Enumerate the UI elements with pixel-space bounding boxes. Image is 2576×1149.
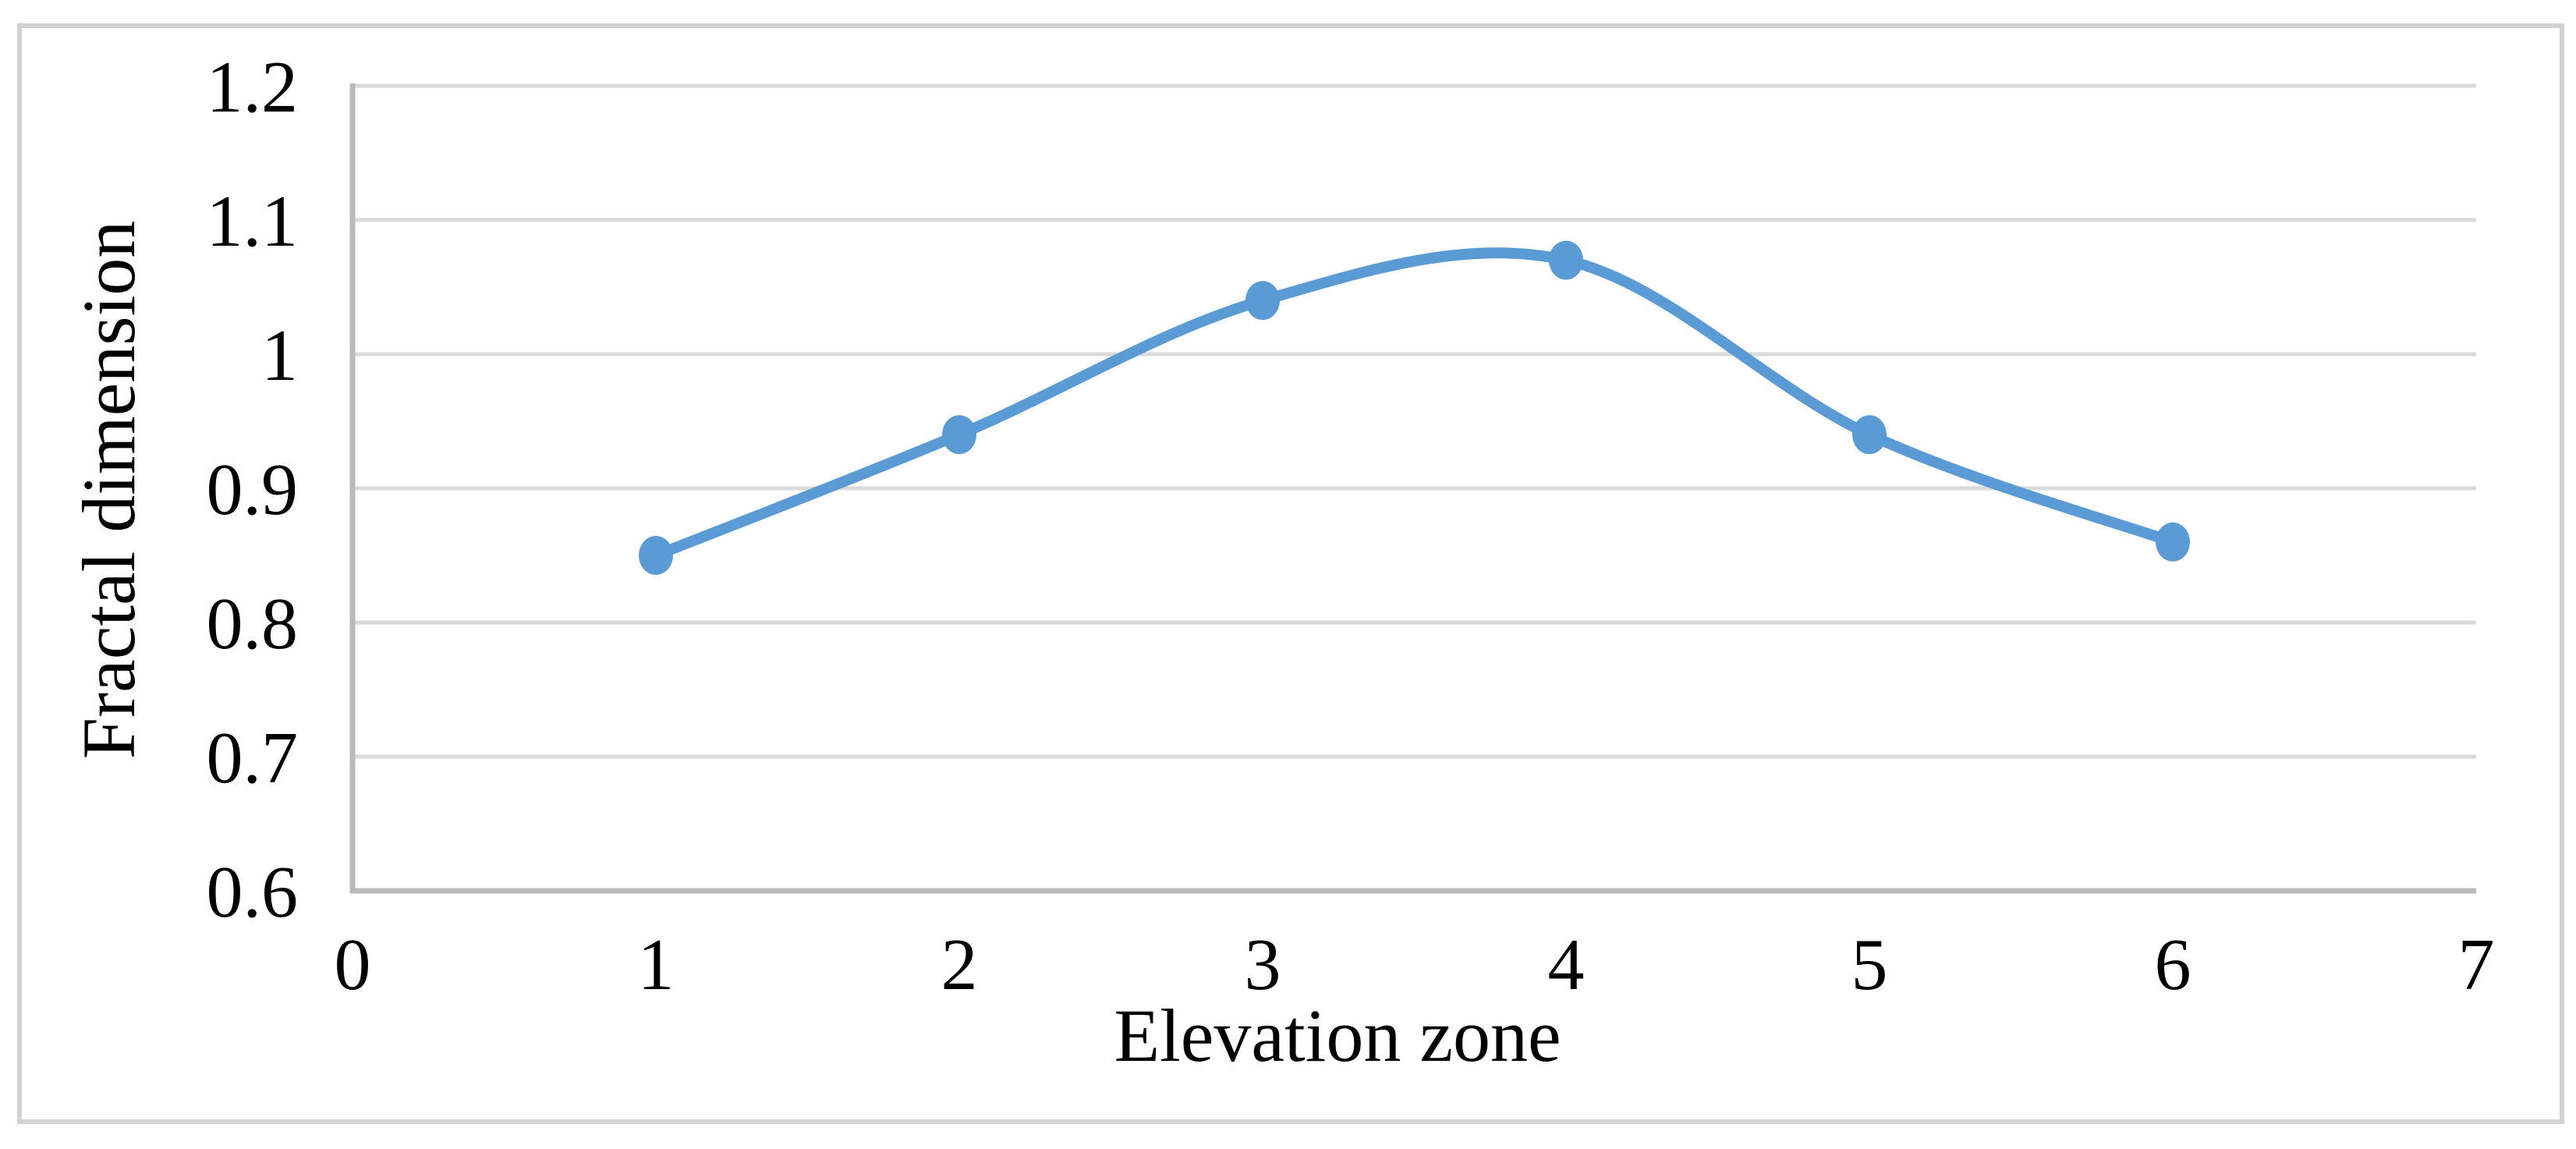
- y-tick-label: 1.1: [207, 181, 299, 262]
- x-tick-label: 2: [941, 924, 978, 1005]
- data-point-marker: [1852, 415, 1887, 455]
- y-tick-label: 0.9: [207, 449, 299, 530]
- x-tick-label: 6: [2155, 924, 2192, 1005]
- data-point-marker: [2156, 522, 2190, 562]
- y-tick-label: 0.7: [207, 718, 299, 799]
- data-point-marker: [1245, 281, 1280, 321]
- x-tick-label: 5: [1851, 924, 1888, 1005]
- chart-border: [17, 23, 2564, 1124]
- data-point-marker: [639, 536, 673, 575]
- series-line: [650, 247, 2178, 561]
- y-tick-label: 1.2: [207, 47, 299, 128]
- x-tick-label: 0: [335, 924, 371, 1005]
- x-tick-label: 7: [2458, 924, 2495, 1005]
- x-tick-label: 4: [1548, 924, 1585, 1005]
- y-tick-label: 0.6: [207, 852, 299, 933]
- data-point-marker: [1549, 240, 1583, 280]
- x-tick-label: 3: [1245, 924, 1281, 1005]
- data-point-marker: [942, 415, 976, 455]
- y-tick-label: 1: [261, 315, 298, 396]
- x-axis-title: Elevation zone: [1114, 994, 1561, 1077]
- x-tick-label: 1: [638, 924, 675, 1005]
- y-axis-title: Fractal dimension: [67, 221, 151, 760]
- y-tick-label: 0.8: [207, 583, 299, 665]
